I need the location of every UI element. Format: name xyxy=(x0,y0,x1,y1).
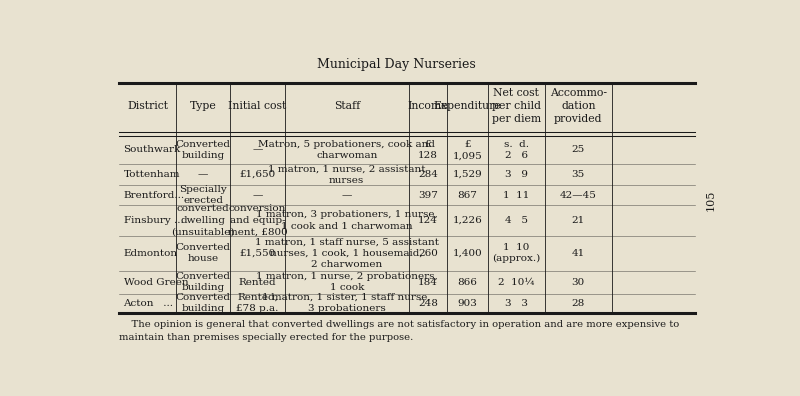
Text: Tottenham: Tottenham xyxy=(123,170,180,179)
Text: converted
dwelling
(unsuitable): converted dwelling (unsuitable) xyxy=(171,204,235,236)
Text: Specially
erected: Specially erected xyxy=(179,185,227,206)
Text: Staff: Staff xyxy=(334,101,360,111)
Text: 1,529: 1,529 xyxy=(453,170,482,179)
Text: Finsbury ...: Finsbury ... xyxy=(123,216,183,225)
Text: 397: 397 xyxy=(418,191,438,200)
Text: 867: 867 xyxy=(458,191,478,200)
Text: £
1,095: £ 1,095 xyxy=(453,140,482,160)
Text: 1 matron, 1 staff nurse, 5 assistant
nurses, 1 cook, 1 housemaid,
2 charwomen: 1 matron, 1 staff nurse, 5 assistant nur… xyxy=(254,237,438,269)
Text: 184: 184 xyxy=(418,278,438,287)
Text: Accommo-
dation
provided: Accommo- dation provided xyxy=(550,88,607,124)
Text: 124: 124 xyxy=(418,216,438,225)
Text: 1 matron, 3 probationers, 1 nurse,
1 cook and 1 charwoman: 1 matron, 3 probationers, 1 nurse, 1 coo… xyxy=(256,210,438,230)
Text: Acton   ...: Acton ... xyxy=(123,299,174,308)
Text: 1 matron, 1 nurse, 2 probationers,
1 cook: 1 matron, 1 nurse, 2 probationers, 1 coo… xyxy=(256,272,438,292)
Text: 1,400: 1,400 xyxy=(453,249,482,258)
Text: Municipal Day Nurseries: Municipal Day Nurseries xyxy=(317,58,476,71)
Text: 30: 30 xyxy=(572,278,585,287)
Text: Initial cost: Initial cost xyxy=(228,101,286,111)
Text: The opinion is general that converted dwellings are not satisfactory in operatio: The opinion is general that converted dw… xyxy=(118,320,679,342)
Text: —: — xyxy=(252,191,262,200)
Text: 1 matron, 1 sister, 1 staff nurse,
3 probationers: 1 matron, 1 sister, 1 staff nurse, 3 pro… xyxy=(262,293,431,313)
Text: Matron, 5 probationers, cook and
charwoman: Matron, 5 probationers, cook and charwom… xyxy=(258,140,435,160)
Text: 41: 41 xyxy=(572,249,585,258)
Text: 1  11: 1 11 xyxy=(503,191,530,200)
Text: Converted
house: Converted house xyxy=(176,243,230,263)
Text: 1  10
(approx.): 1 10 (approx.) xyxy=(492,243,541,263)
Text: £1,550: £1,550 xyxy=(239,249,276,258)
Text: Income: Income xyxy=(408,101,448,111)
Text: £
128: £ 128 xyxy=(418,140,438,160)
Text: —: — xyxy=(198,170,209,179)
Text: Rented,
£78 p.a.: Rented, £78 p.a. xyxy=(236,293,278,313)
Text: —: — xyxy=(252,145,262,154)
Text: 21: 21 xyxy=(572,216,585,225)
Text: s.  d.
2   6: s. d. 2 6 xyxy=(504,140,529,160)
Text: 35: 35 xyxy=(572,170,585,179)
Text: Converted
building: Converted building xyxy=(176,140,230,160)
Text: 248: 248 xyxy=(418,299,438,308)
Text: Converted
building: Converted building xyxy=(176,293,230,313)
Text: 866: 866 xyxy=(458,278,478,287)
Text: 4   5: 4 5 xyxy=(505,216,528,225)
Text: 903: 903 xyxy=(458,299,478,308)
Text: Southwark: Southwark xyxy=(123,145,181,154)
Text: Wood Green: Wood Green xyxy=(123,278,188,287)
Text: conversion
and equip-
ment, £800: conversion and equip- ment, £800 xyxy=(228,204,287,236)
Text: 1 matron, 1 nurse, 2 assistant
nurses: 1 matron, 1 nurse, 2 assistant nurses xyxy=(268,164,426,185)
Text: 28: 28 xyxy=(572,299,585,308)
Text: 25: 25 xyxy=(572,145,585,154)
Text: Rented: Rented xyxy=(238,278,276,287)
Text: 3   9: 3 9 xyxy=(505,170,528,179)
Text: 2  10¼: 2 10¼ xyxy=(498,278,534,287)
Text: Expenditure: Expenditure xyxy=(434,101,502,111)
Text: 1,226: 1,226 xyxy=(453,216,482,225)
Text: 105: 105 xyxy=(706,189,716,211)
Text: Converted
building: Converted building xyxy=(176,272,230,292)
Text: 260: 260 xyxy=(418,249,438,258)
Text: Edmonton: Edmonton xyxy=(123,249,178,258)
Text: Brentford...: Brentford... xyxy=(123,191,185,200)
Text: 42—45: 42—45 xyxy=(560,191,597,200)
Text: —: — xyxy=(342,191,352,200)
Text: 3   3: 3 3 xyxy=(505,299,528,308)
Text: 284: 284 xyxy=(418,170,438,179)
Text: District: District xyxy=(127,101,168,111)
Text: Type: Type xyxy=(190,101,217,111)
Text: Net cost
per child
per diem: Net cost per child per diem xyxy=(492,88,541,124)
Text: £1,650: £1,650 xyxy=(239,170,276,179)
